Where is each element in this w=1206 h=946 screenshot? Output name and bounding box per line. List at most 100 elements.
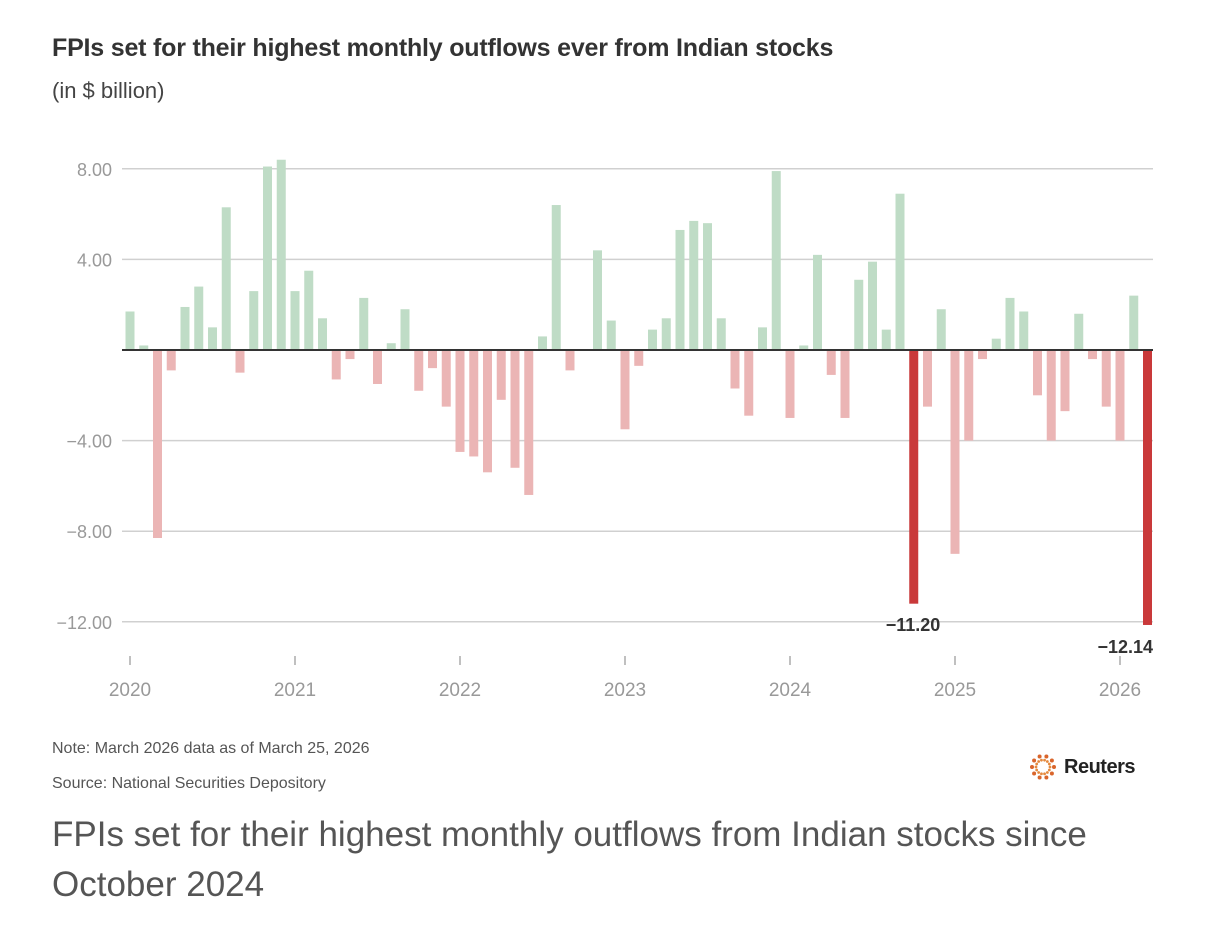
bar [675, 229, 685, 350]
chart-title: FPIs set for their highest monthly outfl… [52, 34, 834, 62]
logo-dot [1045, 771, 1049, 774]
bar [1046, 350, 1056, 441]
bar [331, 350, 341, 380]
bar [1088, 350, 1097, 360]
x-tick-label: 2026 [1099, 680, 1141, 701]
bar [125, 311, 135, 350]
y-tick-label: −8.00 [66, 522, 112, 542]
data-label: −12.14 [1097, 637, 1153, 657]
bar [208, 327, 217, 350]
bar [373, 350, 382, 384]
bar [249, 291, 259, 350]
bar [606, 320, 616, 350]
reuters-logo: Reuters [1028, 752, 1135, 782]
x-tick-label: 2025 [934, 680, 976, 701]
bars [125, 159, 1152, 625]
bar [304, 270, 314, 350]
bar [1129, 295, 1139, 350]
bar [716, 318, 726, 350]
bar [1101, 350, 1111, 407]
x-tick-label: 2021 [274, 680, 316, 701]
x-tick-label: 2024 [769, 680, 812, 701]
bar [1033, 350, 1042, 396]
bar [1060, 350, 1070, 412]
bar [634, 350, 644, 366]
bar [551, 205, 561, 350]
logo-dot [1048, 765, 1052, 769]
logo-dot [1045, 760, 1049, 763]
bar [290, 291, 300, 350]
bar [950, 350, 960, 554]
bar [758, 327, 767, 350]
bar [964, 350, 974, 441]
bar [689, 220, 699, 350]
source-text: Source: National Securities Depository [52, 775, 326, 792]
logo-dot [1047, 768, 1051, 772]
bar [1074, 313, 1084, 350]
bar [469, 350, 479, 457]
logo-dot [1040, 758, 1043, 762]
bar [441, 350, 451, 407]
bar [703, 223, 712, 350]
data-label: −11.20 [886, 615, 941, 635]
bar-chart: 8.004.00−4.00−8.00−12.00 2020 2021 2022 202… [56, 159, 1153, 701]
logo-dot [1037, 760, 1041, 763]
logo-dot [1043, 772, 1046, 776]
bar [565, 350, 575, 371]
logo-dot [1047, 762, 1051, 766]
bar [345, 350, 355, 360]
annotations: −11.20 −12.14 [886, 615, 1153, 657]
logo-dot [1037, 775, 1042, 780]
bar [1115, 350, 1125, 441]
bar [840, 350, 850, 418]
bar [744, 350, 754, 416]
bar [414, 350, 424, 391]
bar [854, 279, 864, 350]
chart-subtitle: (in $ billion) [52, 78, 165, 103]
note-text: Note: March 2026 data as of March 25, 20… [52, 740, 370, 757]
bar [991, 338, 1001, 350]
logo-dot [1030, 765, 1034, 769]
bar [799, 345, 809, 350]
logo-dot [1044, 754, 1049, 759]
logo-dot [1037, 754, 1042, 759]
logo-dot [1049, 758, 1054, 763]
bar [1005, 297, 1015, 350]
bar [194, 286, 204, 350]
bar [909, 350, 919, 604]
bar [538, 336, 547, 350]
bar [868, 261, 877, 350]
bar [510, 350, 520, 468]
bar [771, 171, 781, 350]
logo-dot [1037, 771, 1041, 774]
bar [936, 309, 946, 350]
bar [1143, 350, 1152, 625]
bar [221, 207, 231, 350]
y-tick-label: −4.00 [66, 432, 112, 452]
bar [813, 254, 822, 350]
bar [359, 297, 369, 350]
bar [620, 350, 630, 430]
caption: FPIs set for their highest monthly outfl… [52, 815, 1087, 904]
logo-dot [1034, 765, 1038, 769]
bar [923, 350, 932, 407]
bar [318, 318, 327, 350]
x-tick-label: 2023 [604, 680, 646, 701]
bar [180, 306, 190, 350]
logo-dot [1052, 765, 1056, 769]
logo-dot [1035, 768, 1039, 772]
bar [978, 350, 987, 360]
reuters-dots-icon [1030, 754, 1056, 780]
bar [400, 309, 410, 350]
bar [235, 350, 245, 373]
y-tick-label: −12.00 [56, 613, 112, 633]
bar [881, 329, 891, 350]
bar [139, 345, 149, 350]
x-tick-label: 2020 [109, 680, 151, 701]
gridlines [122, 168, 1153, 623]
bar [483, 350, 492, 473]
bar [826, 350, 836, 375]
bar [524, 350, 534, 495]
bar [428, 350, 437, 369]
bar [496, 350, 506, 400]
